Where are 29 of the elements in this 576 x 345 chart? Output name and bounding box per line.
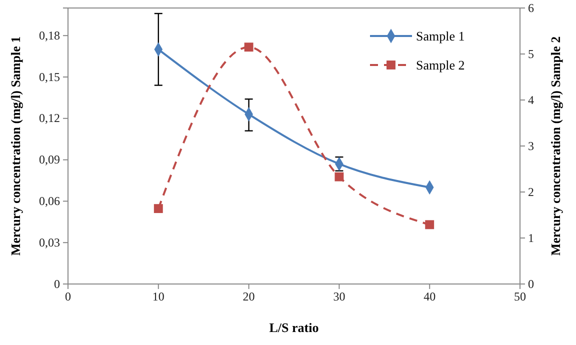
- point: [334, 172, 344, 182]
- point: [425, 220, 434, 230]
- legend-label: Sample 1: [416, 28, 465, 44]
- x-tick-label: 10: [152, 290, 164, 304]
- x-tick-label: 50: [514, 290, 526, 304]
- y2-axis-title: Mercury concentration (mg/l) Sample 2: [548, 36, 563, 256]
- x-tick-label: 30: [333, 290, 346, 304]
- x-tick-label: 0: [65, 290, 71, 304]
- y-tick-label: 0,06: [39, 194, 60, 208]
- point: [244, 42, 254, 52]
- y-tick-label: 0,18: [39, 28, 60, 42]
- y2-tick-label: 6: [528, 0, 534, 15]
- legend-label: Sample 2: [416, 58, 465, 73]
- y2-tick-label: 5: [528, 46, 534, 61]
- point: [154, 204, 163, 214]
- x-tick-label: 20: [242, 290, 255, 304]
- y2-tick-label: 0: [528, 276, 534, 291]
- y-tick-label: 0,09: [39, 152, 60, 167]
- y2-tick-label: 2: [528, 184, 534, 199]
- x-axis-title: L/S ratio: [269, 320, 319, 335]
- y-axis-title: Mercury concentration (mg/l) Sample 1: [8, 36, 23, 256]
- y-tick-label: 0,03: [39, 235, 60, 250]
- y-tick-label: 0,12: [39, 111, 60, 126]
- y-tick-label: 0: [54, 276, 60, 291]
- y-tick-label: 0,15: [39, 70, 60, 84]
- y2-tick-label: 4: [528, 92, 534, 107]
- y2-tick-label: 1: [528, 230, 534, 245]
- y2-tick-label: 3: [528, 138, 534, 153]
- x-tick-label: 40: [424, 290, 436, 304]
